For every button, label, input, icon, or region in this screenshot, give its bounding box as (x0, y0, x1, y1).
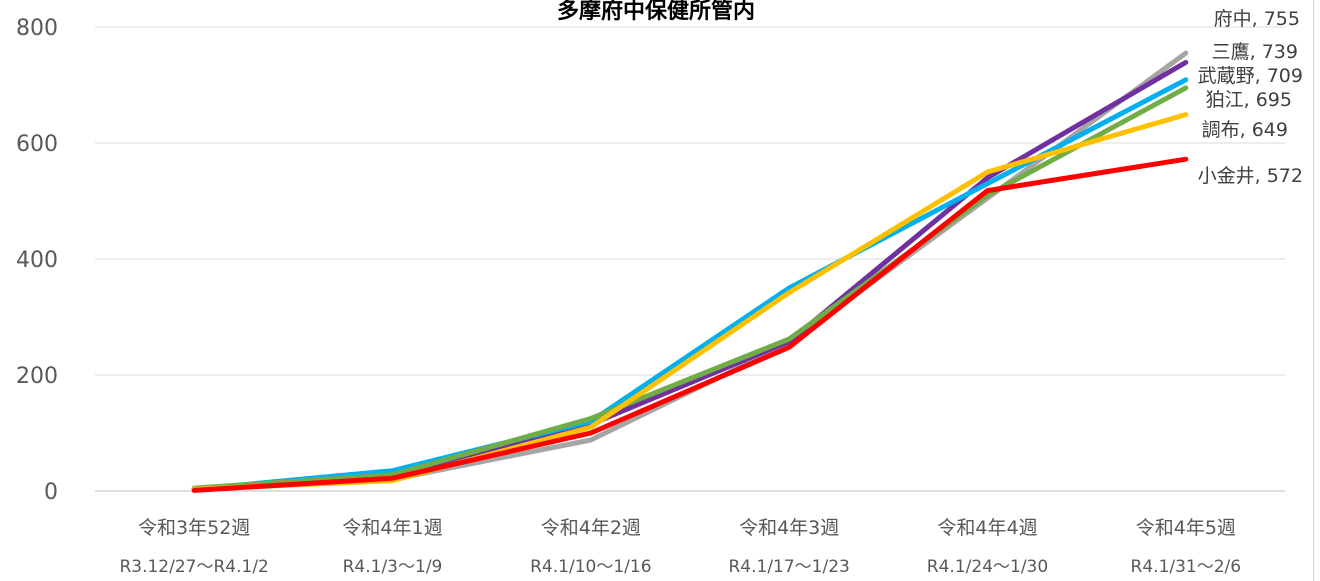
chart-border (1313, 0, 1314, 581)
series-lines (191, 50, 1189, 493)
series-end-label: 武蔵野, 709 (1198, 65, 1303, 87)
series-end-label: 調布, 649 (1202, 119, 1288, 141)
x-tick-label: 令和4年2週 (541, 517, 641, 539)
series-line-3 (191, 77, 1189, 492)
x-axis: 令和3年52週 R3.12/27～R4.1/2 令和4年1週 R4.1/3～1/9 令和… (119, 517, 1241, 577)
x-tick-label: 令和4年3週 (739, 517, 839, 539)
x-tick-label: 令和4年1週 (342, 517, 442, 539)
x-tick-date-range: R4.1/31～2/6 (1131, 557, 1242, 577)
x-tick-date-range: R4.1/17～1/23 (728, 557, 849, 577)
y-tick-label: 400 (16, 248, 58, 273)
x-tick-date-range: R3.12/27～R4.1/2 (119, 557, 268, 577)
x-tick-date-range: R4.1/3～1/9 (343, 557, 443, 577)
series-line-6 (191, 156, 1189, 493)
series-end-label: 府中, 755 (1214, 8, 1300, 30)
x-tick-date-range: R4.1/10～1/16 (530, 557, 651, 577)
series-line-4 (191, 85, 1189, 491)
gridlines (95, 26, 1285, 492)
series-end-label: 狛江, 695 (1206, 89, 1292, 111)
y-tick-label: 0 (44, 480, 58, 505)
y-tick-label: 600 (16, 132, 58, 157)
y-axis: 0 200 400 600 800 (16, 16, 58, 505)
chart-title: 多摩府中保健所管内 (557, 0, 755, 24)
x-tick-date-range: R4.1/24～1/30 (927, 557, 1048, 577)
series-end-label: 三鷹, 739 (1212, 41, 1298, 63)
y-tick-label: 200 (16, 364, 58, 389)
x-tick-label: 令和3年52週 (138, 517, 250, 539)
y-tick-label: 800 (16, 16, 58, 41)
x-tick-label: 令和4年4週 (937, 517, 1037, 539)
series-line-2 (191, 59, 1189, 492)
x-tick-label: 令和4年5週 (1136, 517, 1236, 539)
series-line-1 (191, 50, 1189, 492)
series-end-label: 小金井, 572 (1198, 165, 1303, 187)
